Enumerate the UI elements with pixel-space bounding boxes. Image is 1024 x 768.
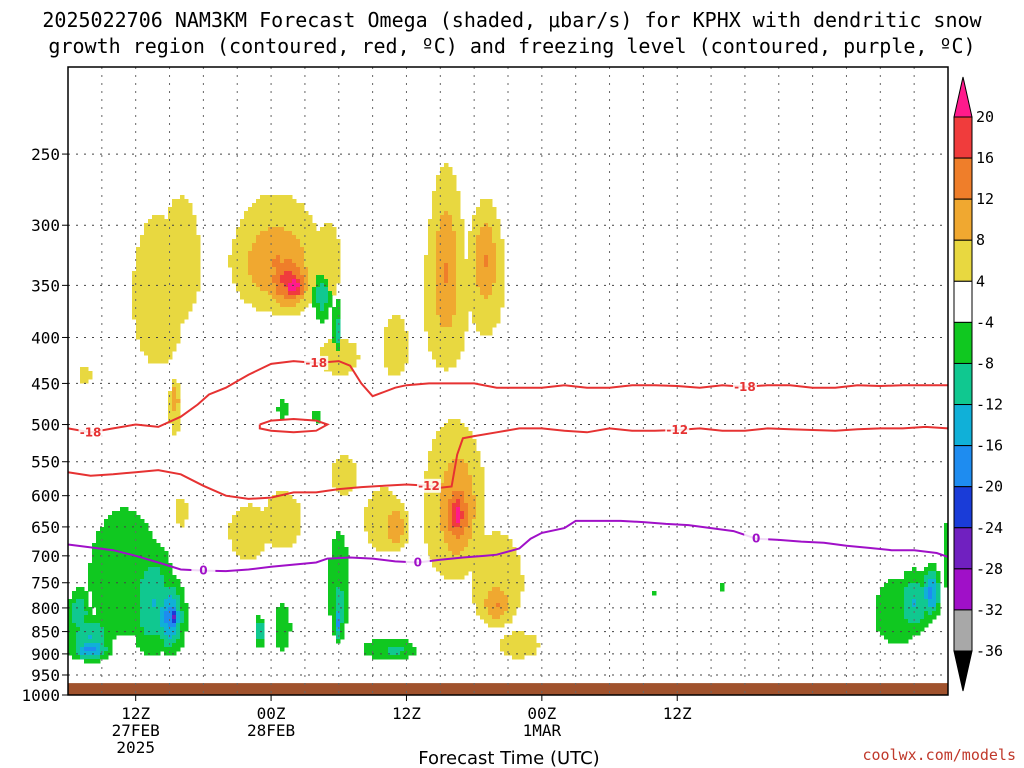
colorbar-label: -32	[976, 601, 1003, 619]
time-tick-label: 00Z	[527, 704, 556, 723]
contour-line-0	[67, 360, 948, 434]
contour-line-2	[258, 417, 330, 434]
colorbar-label: 4	[976, 272, 985, 290]
colorbar-segment	[953, 280, 973, 323]
pressure-tick-label: 700	[31, 547, 60, 566]
colorbar-segment	[953, 527, 973, 570]
pressure-tick-label: 950	[31, 666, 60, 685]
colorbar-bottom-arrow	[953, 650, 973, 692]
colorbar-segment	[953, 362, 973, 406]
contour-label: -18	[80, 425, 102, 439]
time-tick-label: 12Z	[121, 704, 150, 723]
pressure-tick-label: 500	[31, 416, 60, 435]
colorbar-segment	[953, 321, 973, 364]
contour-label: -18	[305, 356, 327, 370]
x-axis-label: Forecast Time (UTC)	[418, 748, 599, 768]
colorbar-top-arrow	[953, 76, 973, 118]
pressure-tick-label: 300	[31, 216, 60, 235]
colorbar-label: -28	[976, 560, 1003, 578]
contour-label: 0	[199, 564, 207, 578]
colorbar-label: 16	[976, 149, 994, 167]
colorbar: 20 16 12 8 4 -4 -8 -12 -16 -20 -24 -28 -32 -36	[953, 76, 1003, 692]
time-tick-label: 1MAR	[523, 721, 562, 740]
contour-line-3	[67, 519, 949, 573]
colorbar-label: 12	[976, 190, 994, 208]
contour-label: -18	[734, 380, 756, 394]
time-tick-label: 28FEB	[247, 721, 295, 740]
colorbar-label: -24	[976, 519, 1003, 537]
colorbar-segment	[953, 609, 973, 652]
time-tick-label: 2025	[116, 738, 155, 757]
contour-label-bg	[405, 555, 430, 570]
pressure-tick-label: 850	[31, 623, 60, 642]
ground-layer	[68, 683, 948, 695]
pressure-axis: 250 300 350 400 450 500 550 600 650 700 750 800 850 9…	[21, 145, 68, 705]
contour-label-bg	[304, 355, 329, 370]
contour-label-bg	[732, 379, 757, 394]
pressure-tick-label: 800	[31, 599, 60, 618]
omega-shading	[68, 163, 949, 664]
chart-title-line-1: 2025022706 NAM3KM Forecast Omega (shaded…	[42, 8, 982, 32]
time-tick-label: 27FEB	[112, 721, 160, 740]
colorbar-label: -8	[976, 354, 994, 372]
colorbar-segment	[953, 568, 973, 611]
pressure-tick-label: 650	[31, 518, 60, 537]
colorbar-label: 8	[976, 231, 985, 249]
credit-text: coolwx.com/models	[862, 746, 1016, 764]
plot-frame	[67, 66, 949, 696]
contour-label-bg	[417, 478, 442, 493]
contour-label-bg	[191, 563, 216, 578]
contour-line-1	[67, 425, 949, 500]
pressure-tick-label: 900	[31, 645, 60, 664]
colorbar-segment	[953, 116, 973, 159]
contour-label: -12	[666, 423, 688, 437]
ground-fill	[68, 683, 948, 695]
pressure-tick-label: 350	[31, 276, 60, 295]
colorbar-segment	[953, 198, 973, 241]
colorbar-label: -4	[976, 313, 994, 331]
pressure-tick-label: 550	[31, 453, 60, 472]
contour-label: 0	[414, 555, 422, 569]
contour-label: 0	[752, 532, 760, 546]
pressure-tick-label: 450	[31, 374, 60, 393]
pressure-tick-label: 1000	[21, 686, 60, 705]
colorbar-label: -12	[976, 396, 1003, 414]
contour-label-bg	[665, 422, 690, 437]
pressure-tick-label: 400	[31, 328, 60, 347]
contour-label: -12	[418, 479, 440, 493]
pressure-tick-label: 600	[31, 487, 60, 506]
time-tick-label: 00Z	[257, 704, 286, 723]
colorbar-segment	[953, 486, 973, 529]
contour-label-bg	[78, 425, 103, 440]
colorbar-segment	[953, 445, 973, 488]
time-tick-label: 12Z	[392, 704, 421, 723]
colorbar-label: -36	[976, 642, 1003, 660]
colorbar-label: -20	[976, 478, 1003, 496]
contour-label-bg	[744, 531, 769, 546]
pressure-tick-label: 250	[31, 145, 60, 164]
colorbar-label: -16	[976, 437, 1003, 455]
colorbar-segment	[953, 404, 973, 447]
pressure-tick-label: 750	[31, 574, 60, 593]
temperature-contours: -18 -18 -18 -12 -12 0 0 0	[67, 355, 949, 578]
colorbar-segment	[953, 239, 973, 282]
colorbar-label: 20	[976, 108, 994, 126]
time-tick-label: 12Z	[663, 704, 692, 723]
chart-title-line-2: growth region (contoured, red, ºC) and f…	[48, 34, 975, 58]
colorbar-segment	[953, 157, 973, 200]
